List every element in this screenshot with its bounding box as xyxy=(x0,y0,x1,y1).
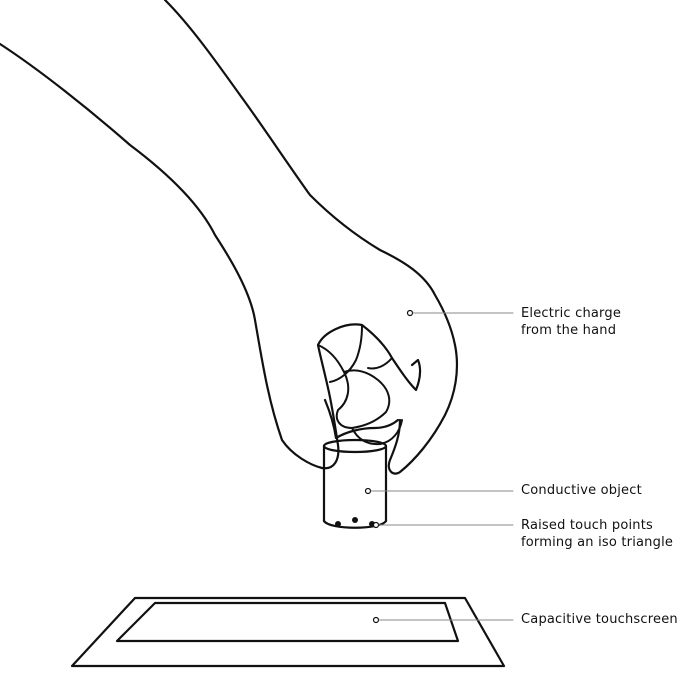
hand-callout-line-2: from the hand xyxy=(521,323,617,338)
conductive-object xyxy=(322,438,388,529)
hand-illustration xyxy=(0,0,459,475)
leader-lines xyxy=(364,309,514,624)
screen-callout: Capacitive touchscreen xyxy=(521,611,678,628)
arm-top-edge xyxy=(163,0,459,475)
tablet-outer xyxy=(70,596,506,668)
object-callout: Conductive object xyxy=(521,482,642,499)
touchscreen-device xyxy=(70,596,506,668)
tablet-screen xyxy=(115,601,460,643)
hand-callout-line-1: Electric charge xyxy=(521,306,622,321)
touch-points-callout-line-1: Raised touch points xyxy=(521,518,654,533)
touch-points-callout-line-2: forming an iso triangle xyxy=(521,535,674,550)
finger-lines xyxy=(317,325,403,446)
touch-point-1 xyxy=(335,521,341,527)
thumb xyxy=(323,398,400,440)
screen-callout-dot xyxy=(372,616,380,624)
touch-points-callout: Raised touch points forming an iso trian… xyxy=(521,517,673,551)
hand-outline xyxy=(0,42,422,470)
touch-points-callout-dot xyxy=(372,521,380,529)
hand-callout: Electric charge from the hand xyxy=(521,305,621,339)
touch-point-2 xyxy=(352,517,358,523)
screen-callout-line-1: Capacitive touchscreen xyxy=(521,612,678,627)
object-callout-line-1: Conductive object xyxy=(521,483,642,498)
hand-callout-dot xyxy=(406,309,414,317)
object-callout-dot xyxy=(364,487,372,495)
